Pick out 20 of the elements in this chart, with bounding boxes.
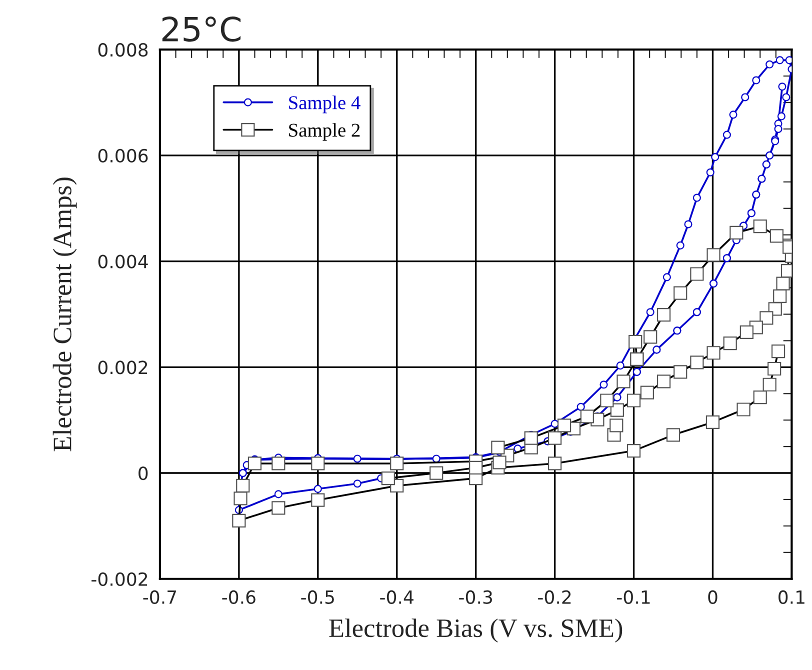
y-tick-label: 0.002 [98, 360, 148, 374]
x-tick-label: -0.1 [617, 590, 650, 604]
x-tick-label: 0 [708, 590, 718, 604]
x-tick-label: -0.5 [301, 590, 334, 604]
x-axis-title: Electrode Bias (V vs. SME) [329, 618, 622, 643]
y-tick-label: 0 [138, 466, 148, 480]
legend-label: Sample 4 [289, 96, 360, 114]
y-tick-label: 0.008 [98, 43, 148, 57]
x-tick-label: -0.4 [380, 590, 414, 604]
y-tick-label: -0.002 [92, 572, 148, 586]
y-tick-label: 0.006 [98, 148, 148, 163]
chart-title: 25°C [162, 16, 241, 42]
x-tick-label: -0.3 [459, 590, 492, 604]
x-tick-label: 0.1 [778, 590, 804, 604]
y-tick-label: 0.004 [98, 254, 148, 268]
x-tick-label: -0.7 [143, 590, 176, 604]
x-tick-label: -0.2 [538, 590, 571, 604]
legend-label: Sample 2 [289, 123, 360, 141]
x-tick-label: -0.6 [222, 590, 256, 604]
y-axis-title: Electrode Current (Amps) [52, 178, 77, 452]
